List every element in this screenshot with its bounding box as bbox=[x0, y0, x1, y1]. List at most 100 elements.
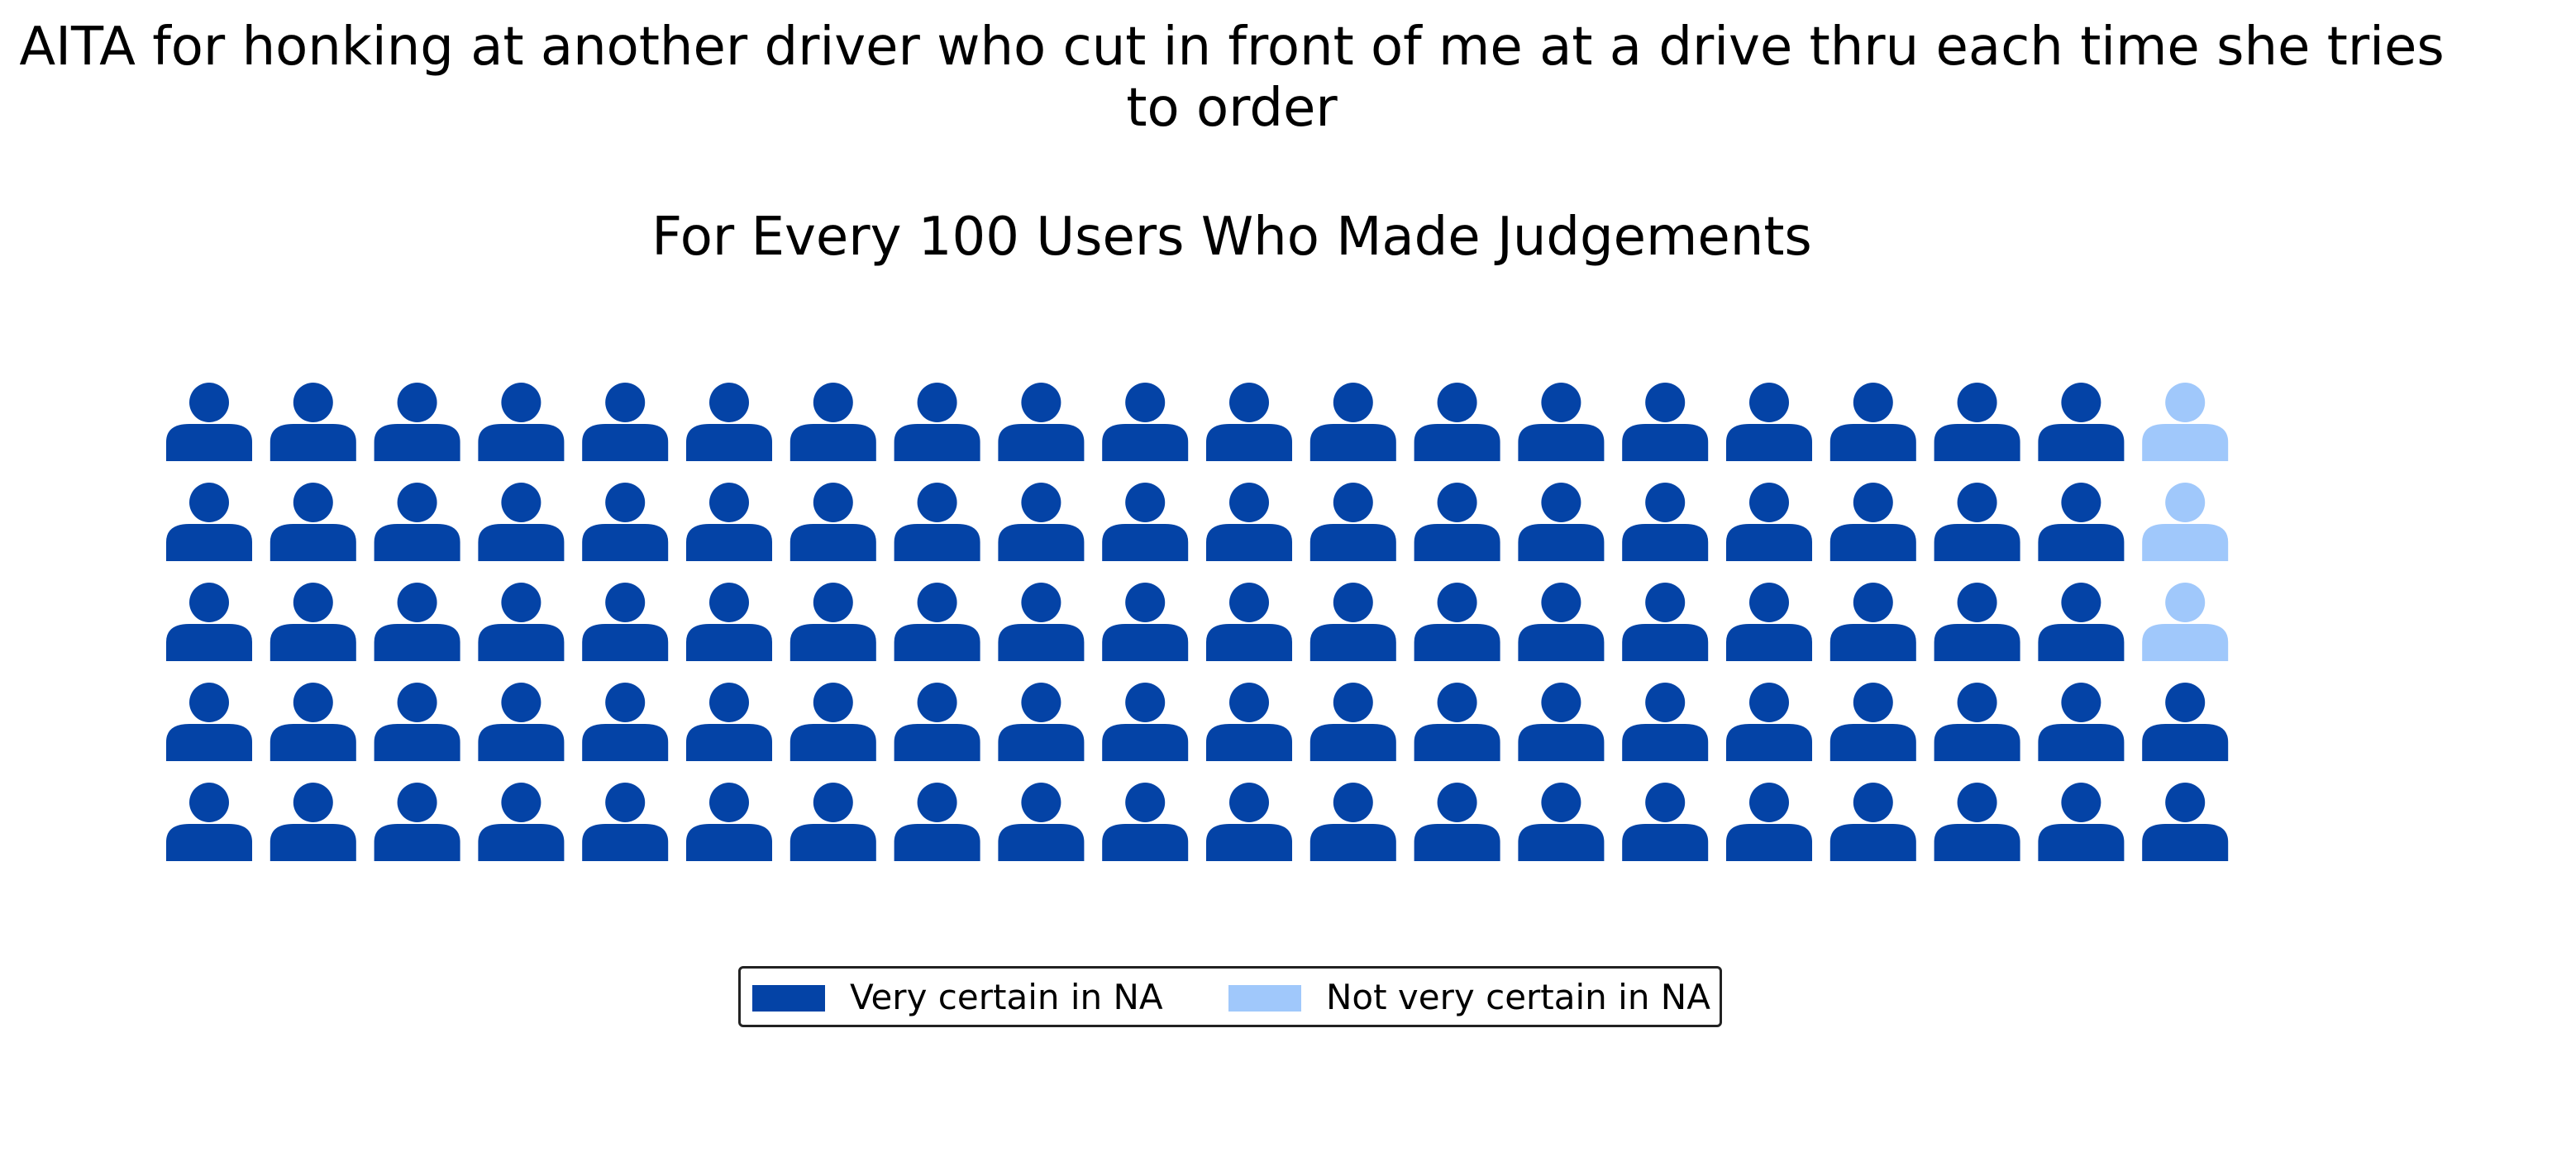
legend-label: Not very certain in NA bbox=[1326, 977, 1710, 1017]
person-icon bbox=[1726, 583, 1812, 661]
person-icon bbox=[1829, 683, 1916, 761]
person-icon bbox=[166, 383, 252, 461]
person-icon bbox=[270, 583, 356, 661]
person-icon bbox=[1518, 683, 1605, 761]
person-icon bbox=[1102, 383, 1189, 461]
person-icon bbox=[2142, 483, 2229, 561]
person-icon bbox=[478, 783, 565, 861]
person-icon bbox=[894, 683, 980, 761]
person-icon bbox=[582, 483, 669, 561]
person-icon bbox=[998, 683, 1085, 761]
person-icon bbox=[1622, 383, 1709, 461]
legend-swatch-very-certain bbox=[752, 985, 825, 1012]
person-icon bbox=[1414, 683, 1500, 761]
person-icon bbox=[1102, 483, 1189, 561]
person-icon bbox=[2038, 483, 2125, 561]
person-icon bbox=[894, 483, 980, 561]
person-icon bbox=[1102, 583, 1189, 661]
person-icon bbox=[686, 383, 772, 461]
person-icon bbox=[374, 583, 460, 661]
person-icon bbox=[582, 383, 669, 461]
person-icon bbox=[1206, 383, 1292, 461]
person-icon bbox=[1622, 683, 1709, 761]
person-icon bbox=[1518, 483, 1605, 561]
person-icon bbox=[894, 583, 980, 661]
person-icon bbox=[2038, 683, 2125, 761]
person-icon bbox=[2142, 583, 2229, 661]
person-icon bbox=[686, 683, 772, 761]
person-icon bbox=[270, 483, 356, 561]
person-icon bbox=[1309, 383, 1396, 461]
person-icon bbox=[1518, 383, 1605, 461]
person-icon bbox=[582, 683, 669, 761]
person-icon bbox=[1206, 583, 1292, 661]
person-icon bbox=[1622, 783, 1709, 861]
person-icon bbox=[998, 483, 1085, 561]
person-icon bbox=[998, 583, 1085, 661]
person-icon bbox=[789, 683, 876, 761]
person-icon bbox=[478, 583, 565, 661]
person-icon bbox=[1206, 783, 1292, 861]
person-icon bbox=[1829, 383, 1916, 461]
person-icon bbox=[1309, 483, 1396, 561]
person-icon bbox=[374, 483, 460, 561]
person-icon bbox=[166, 483, 252, 561]
person-icon bbox=[166, 683, 252, 761]
person-icon bbox=[582, 783, 669, 861]
person-icon bbox=[2142, 783, 2229, 861]
person-icon bbox=[1414, 483, 1500, 561]
person-icon bbox=[1414, 383, 1500, 461]
person-icon bbox=[1309, 683, 1396, 761]
person-icon bbox=[894, 383, 980, 461]
person-icon bbox=[374, 383, 460, 461]
person-icon bbox=[1622, 583, 1709, 661]
person-icon bbox=[1622, 483, 1709, 561]
person-icon bbox=[998, 383, 1085, 461]
person-icon bbox=[686, 583, 772, 661]
person-icon bbox=[1726, 683, 1812, 761]
person-icon bbox=[1726, 383, 1812, 461]
person-icon bbox=[1414, 783, 1500, 861]
person-icon bbox=[166, 583, 252, 661]
person-icon bbox=[1518, 583, 1605, 661]
person-icon bbox=[686, 783, 772, 861]
person-icon bbox=[1934, 383, 2020, 461]
person-icon bbox=[2038, 783, 2125, 861]
person-icon bbox=[478, 683, 565, 761]
person-icon bbox=[270, 683, 356, 761]
person-icon bbox=[2142, 683, 2229, 761]
person-icon bbox=[686, 483, 772, 561]
person-icon bbox=[789, 583, 876, 661]
person-icon bbox=[582, 583, 669, 661]
chart-title: AITA for honking at another driver who c… bbox=[19, 17, 2445, 139]
person-icon bbox=[998, 783, 1085, 861]
person-icon bbox=[1309, 783, 1396, 861]
person-icon bbox=[789, 483, 876, 561]
person-icon bbox=[1934, 483, 2020, 561]
person-icon bbox=[166, 783, 252, 861]
person-icon bbox=[1829, 583, 1916, 661]
person-icon bbox=[789, 383, 876, 461]
person-icon bbox=[1518, 783, 1605, 861]
person-icon bbox=[478, 483, 565, 561]
legend-swatch-not-very-certain bbox=[1228, 985, 1301, 1012]
person-icon bbox=[2038, 383, 2125, 461]
person-icon bbox=[270, 383, 356, 461]
person-icon bbox=[1726, 483, 1812, 561]
person-icon bbox=[1934, 783, 2020, 861]
person-icon bbox=[1934, 583, 2020, 661]
legend: Very certain in NA Not very certain in N… bbox=[738, 966, 1722, 1027]
person-icon bbox=[374, 683, 460, 761]
person-icon bbox=[478, 383, 565, 461]
person-icon bbox=[1309, 583, 1396, 661]
person-icon bbox=[1829, 783, 1916, 861]
person-icon bbox=[270, 783, 356, 861]
person-icon bbox=[1206, 483, 1292, 561]
person-icon bbox=[1102, 683, 1189, 761]
person-icon bbox=[1934, 683, 2020, 761]
person-icon bbox=[374, 783, 460, 861]
person-icon bbox=[1414, 583, 1500, 661]
person-icon bbox=[1206, 683, 1292, 761]
chart-subtitle: For Every 100 Users Who Made Judgements bbox=[651, 207, 1812, 268]
